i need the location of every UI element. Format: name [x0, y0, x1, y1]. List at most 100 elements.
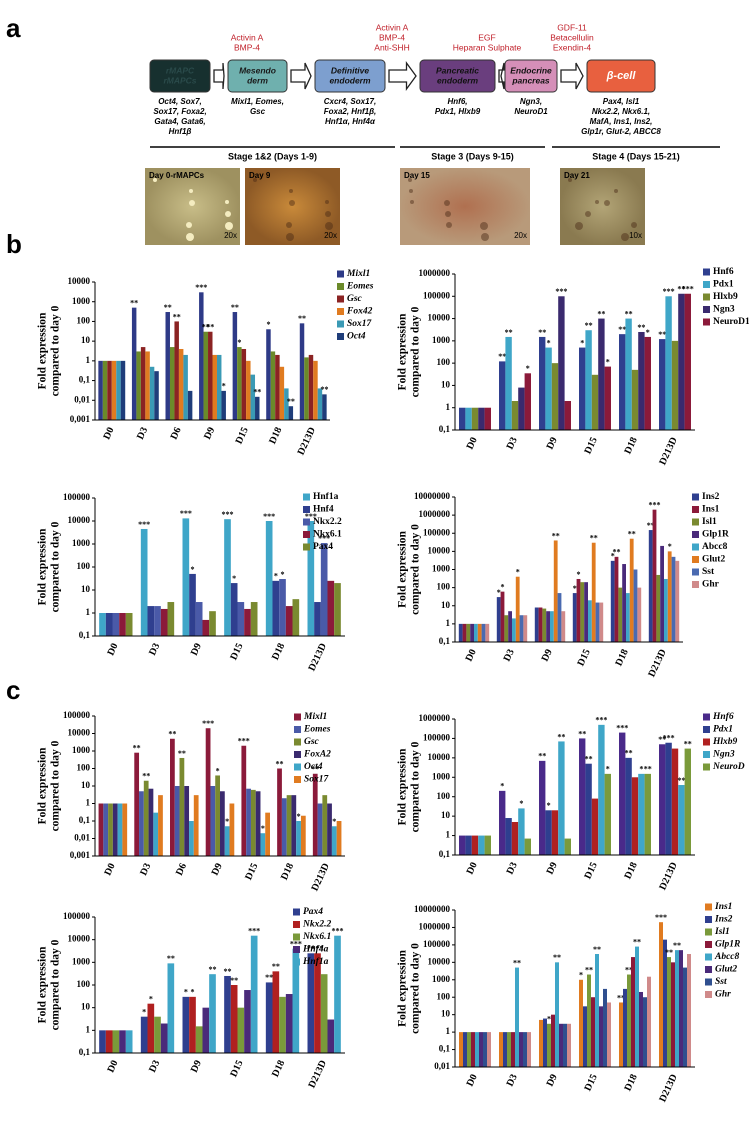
bar: [255, 791, 261, 856]
cell-cluster: [445, 211, 451, 217]
bar: [487, 1032, 491, 1067]
y-tick-label: 1000000: [419, 922, 451, 932]
y-tick-label: 100000: [423, 732, 451, 742]
bar: [224, 826, 230, 856]
arrow: [560, 62, 584, 90]
chart: 0,1 1 10 100 1000 10000 100000 1000000 Fold expr…: [397, 267, 749, 467]
bar: [199, 292, 204, 420]
significance: **: [644, 765, 652, 774]
significance: **: [677, 285, 685, 294]
bar: [675, 560, 680, 642]
x-tick-label: D0: [465, 436, 480, 452]
y-tick-label: 1000000: [419, 509, 451, 519]
x-tick-label: D3: [147, 1059, 162, 1075]
significance: *: [519, 799, 523, 808]
significance: **: [142, 772, 150, 781]
legend-swatch: [294, 763, 301, 771]
bar: [671, 748, 679, 855]
cell-cluster: [568, 178, 572, 182]
bar: [179, 757, 185, 856]
bar: [105, 1030, 113, 1053]
significance: **: [613, 548, 621, 557]
bar: [275, 354, 280, 420]
bar: [98, 360, 103, 420]
bar: [524, 838, 531, 855]
legend-label: Eomes: [346, 282, 374, 292]
legend-label: Hnf1a: [302, 957, 329, 967]
bar: [619, 732, 626, 855]
x-tick-label: D18: [623, 436, 640, 456]
bar: [112, 613, 120, 636]
x-tick-label: D213D: [646, 648, 668, 679]
significance: **: [597, 309, 605, 318]
bar: [103, 803, 109, 856]
significance: ***: [332, 927, 344, 936]
bar: [178, 348, 184, 420]
y-tick-label: 100000: [423, 290, 451, 300]
bar: [479, 1032, 483, 1067]
legend-label: Sst: [702, 567, 715, 577]
factor: Activin A: [231, 32, 264, 42]
significance: ***: [202, 719, 214, 728]
bar: [277, 768, 282, 856]
bar: [244, 990, 251, 1053]
bar: [465, 407, 472, 430]
y-tick-label: 10: [441, 379, 451, 389]
bar: [603, 988, 607, 1067]
bar: [543, 1018, 547, 1067]
bar: [183, 354, 188, 420]
x-tick-label: D3: [502, 648, 517, 664]
legend-label: Ngn3: [712, 750, 735, 760]
legend-swatch: [703, 293, 710, 301]
x-tick-label: D3: [505, 436, 520, 452]
legend-swatch: [303, 493, 310, 501]
significance: **: [253, 388, 261, 397]
bar: [665, 742, 672, 855]
legend-label: Hlxb9: [712, 737, 738, 747]
x-tick-label: D9: [189, 1059, 204, 1075]
bar: [500, 591, 505, 642]
legend-label: Pax4: [313, 542, 333, 552]
cell-cluster: [225, 200, 229, 204]
bar: [485, 623, 490, 642]
bar: [140, 528, 148, 636]
bar: [119, 613, 126, 636]
bar: [631, 777, 639, 855]
x-tick-label: D3: [505, 861, 520, 877]
bar: [314, 953, 321, 1053]
bar: [591, 798, 599, 855]
bar: [557, 593, 562, 642]
bar: [250, 789, 256, 856]
bar: [327, 1019, 335, 1053]
legend-swatch: [692, 556, 699, 563]
bar: [583, 1006, 587, 1067]
bar: [203, 331, 209, 420]
bar: [523, 615, 528, 642]
significance: *: [222, 382, 226, 391]
bar: [265, 812, 270, 856]
bar: [250, 602, 258, 636]
legend-label: Ghr: [715, 990, 731, 1000]
y-axis-label: Fold expression: [397, 531, 409, 608]
x-tick-label: D18: [623, 861, 640, 881]
bar: [317, 803, 323, 856]
bar: [579, 347, 586, 430]
legend-label: Fox42: [346, 307, 373, 317]
bar: [610, 560, 615, 642]
bar: [625, 318, 632, 430]
y-tick-label: 1000000: [419, 268, 451, 278]
cell-cluster: [286, 233, 294, 241]
significance: *: [500, 782, 504, 791]
legend-label: Ins1: [702, 505, 720, 515]
bar: [551, 363, 559, 430]
legend-label: Hnf4a: [302, 945, 329, 955]
bar: [619, 1002, 623, 1067]
legend-swatch: [703, 763, 710, 771]
legend-swatch: [705, 903, 712, 911]
bar: [174, 321, 179, 420]
cell-cluster: [186, 233, 194, 241]
significance: **: [538, 328, 546, 337]
bar: [591, 997, 595, 1067]
significance: ***: [263, 512, 275, 521]
bar: [313, 360, 318, 420]
